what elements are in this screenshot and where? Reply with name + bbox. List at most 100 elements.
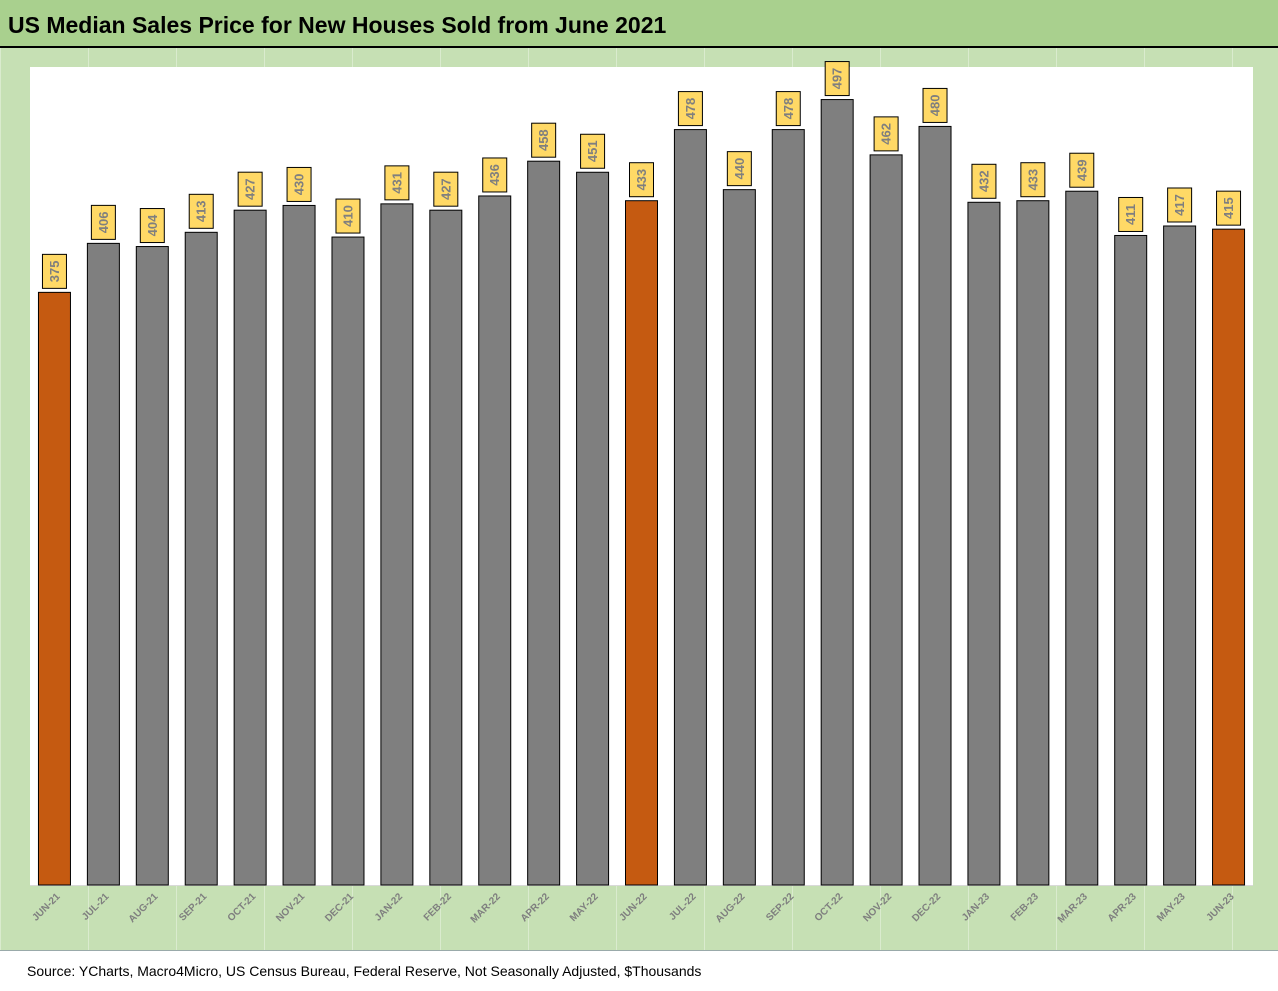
data-label-box <box>1167 187 1193 223</box>
data-label: 411 <box>1123 204 1138 225</box>
x-tick-label: AUG-22 <box>714 891 748 925</box>
bar-dec-21 <box>331 236 365 886</box>
data-label: 462 <box>879 123 894 145</box>
data-label-box <box>677 91 703 127</box>
data-label: 478 <box>683 98 698 120</box>
data-label-box <box>629 162 654 198</box>
x-tick-label: OCT-21 <box>226 891 259 924</box>
data-label: 415 <box>1221 197 1236 219</box>
data-label: 497 <box>830 68 845 90</box>
data-label-box <box>188 193 214 229</box>
x-tick-label: MAR-22 <box>469 891 503 925</box>
x-tick-label: JAN-23 <box>960 891 992 923</box>
bar-chart: 375 JUN-21 406 JUL-21 404 AUG-21 413 SEP-21 427 O… <box>30 61 1253 925</box>
x-tick-label: OCT-22 <box>813 891 846 924</box>
source-note: Source: YCharts, Macro4Micro, US Census … <box>27 963 702 979</box>
data-label-box <box>41 253 67 289</box>
data-label-box <box>335 198 361 234</box>
x-tick-label: JUN-22 <box>617 891 649 923</box>
data-label-box <box>824 61 850 97</box>
x-tick-label: JUN-21 <box>30 891 62 923</box>
data-label-box <box>1118 196 1144 232</box>
title-bar: US Median Sales Price for New Houses Sol… <box>0 0 1278 48</box>
x-tick-label: APR-23 <box>1106 891 1139 924</box>
data-label-box <box>1020 162 1046 198</box>
bar-jun-21 <box>37 291 71 886</box>
bar-mar-22 <box>478 195 512 886</box>
data-label-box <box>775 91 801 127</box>
x-tick-label: MAY-22 <box>568 891 601 924</box>
data-label: 439 <box>1074 159 1089 181</box>
bar-jul-21 <box>86 242 120 886</box>
bar-oct-22 <box>820 99 854 886</box>
data-label-box <box>139 208 165 244</box>
x-tick-label: FEB-22 <box>422 891 454 923</box>
x-tick-label: MAR-23 <box>1056 891 1090 925</box>
bar-may-23 <box>1163 225 1197 886</box>
data-label: 406 <box>96 212 111 234</box>
bar-nov-21 <box>282 204 316 886</box>
data-label: 427 <box>438 178 453 200</box>
data-label-box <box>482 157 508 193</box>
data-label-box <box>971 163 997 199</box>
bar-feb-23 <box>1016 200 1050 886</box>
x-tick-label: NOV-22 <box>861 891 894 924</box>
data-label: 432 <box>976 170 991 192</box>
x-tick-label: JAN-22 <box>373 891 405 923</box>
data-label: 480 <box>928 95 943 117</box>
x-tick-label: SEP-21 <box>177 891 209 923</box>
data-label: 433 <box>634 169 649 191</box>
data-label: 430 <box>292 174 307 196</box>
data-label-box <box>1069 152 1095 188</box>
data-label-box <box>580 133 606 169</box>
x-tick-label: SEP-22 <box>764 891 796 923</box>
data-label-box <box>433 171 459 207</box>
data-label-box <box>237 171 263 207</box>
data-label-box <box>726 151 752 187</box>
x-tick-label: APR-22 <box>519 891 552 924</box>
bar-aug-22 <box>722 189 756 886</box>
x-tick-label: DEC-22 <box>910 891 943 924</box>
x-tick-label: FEB-23 <box>1009 891 1041 923</box>
bar-dec-22 <box>918 125 952 886</box>
data-label: 440 <box>732 158 747 180</box>
data-label: 427 <box>243 178 258 200</box>
x-tick-label: NOV-21 <box>274 891 307 924</box>
bar-may-22 <box>576 171 610 886</box>
data-label-box <box>531 122 557 158</box>
x-tick-label: JUN-23 <box>1205 891 1237 923</box>
data-label: 451 <box>585 140 600 162</box>
data-label: 404 <box>145 214 160 236</box>
x-tick-label: AUG-21 <box>127 891 161 925</box>
bar-nov-22 <box>869 154 903 886</box>
bar-jul-22 <box>673 129 707 886</box>
bar-mar-23 <box>1065 190 1099 886</box>
bar-jan-22 <box>380 203 414 886</box>
data-label-box <box>1216 190 1242 226</box>
bar-jan-23 <box>967 201 1001 886</box>
data-label: 431 <box>389 172 404 194</box>
x-tick-label: JUL-22 <box>667 891 699 923</box>
bar-apr-22 <box>527 160 561 886</box>
x-tick-label: MAY-23 <box>1155 891 1188 924</box>
bar-apr-23 <box>1114 234 1148 886</box>
data-label-box <box>384 165 410 201</box>
x-tick-label: DEC-21 <box>323 891 356 924</box>
chart-title: US Median Sales Price for New Houses Sol… <box>8 12 667 38</box>
data-label: 417 <box>1172 194 1187 216</box>
bar-sep-21 <box>184 231 218 886</box>
data-label: 413 <box>194 200 209 222</box>
data-label-box <box>873 116 899 152</box>
data-label: 433 <box>1025 169 1040 191</box>
data-label: 458 <box>536 129 551 151</box>
data-label-box <box>286 166 312 202</box>
data-label: 478 <box>781 98 796 120</box>
source-box: Source: YCharts, Macro4Micro, US Census … <box>0 950 1278 991</box>
data-label: 410 <box>340 205 355 227</box>
data-label-box <box>922 87 948 123</box>
bar-feb-22 <box>429 209 463 886</box>
data-label: 375 <box>47 261 62 283</box>
bar-oct-21 <box>233 209 267 886</box>
data-label-box <box>90 204 116 240</box>
x-tick-label: JUL-21 <box>80 891 112 923</box>
